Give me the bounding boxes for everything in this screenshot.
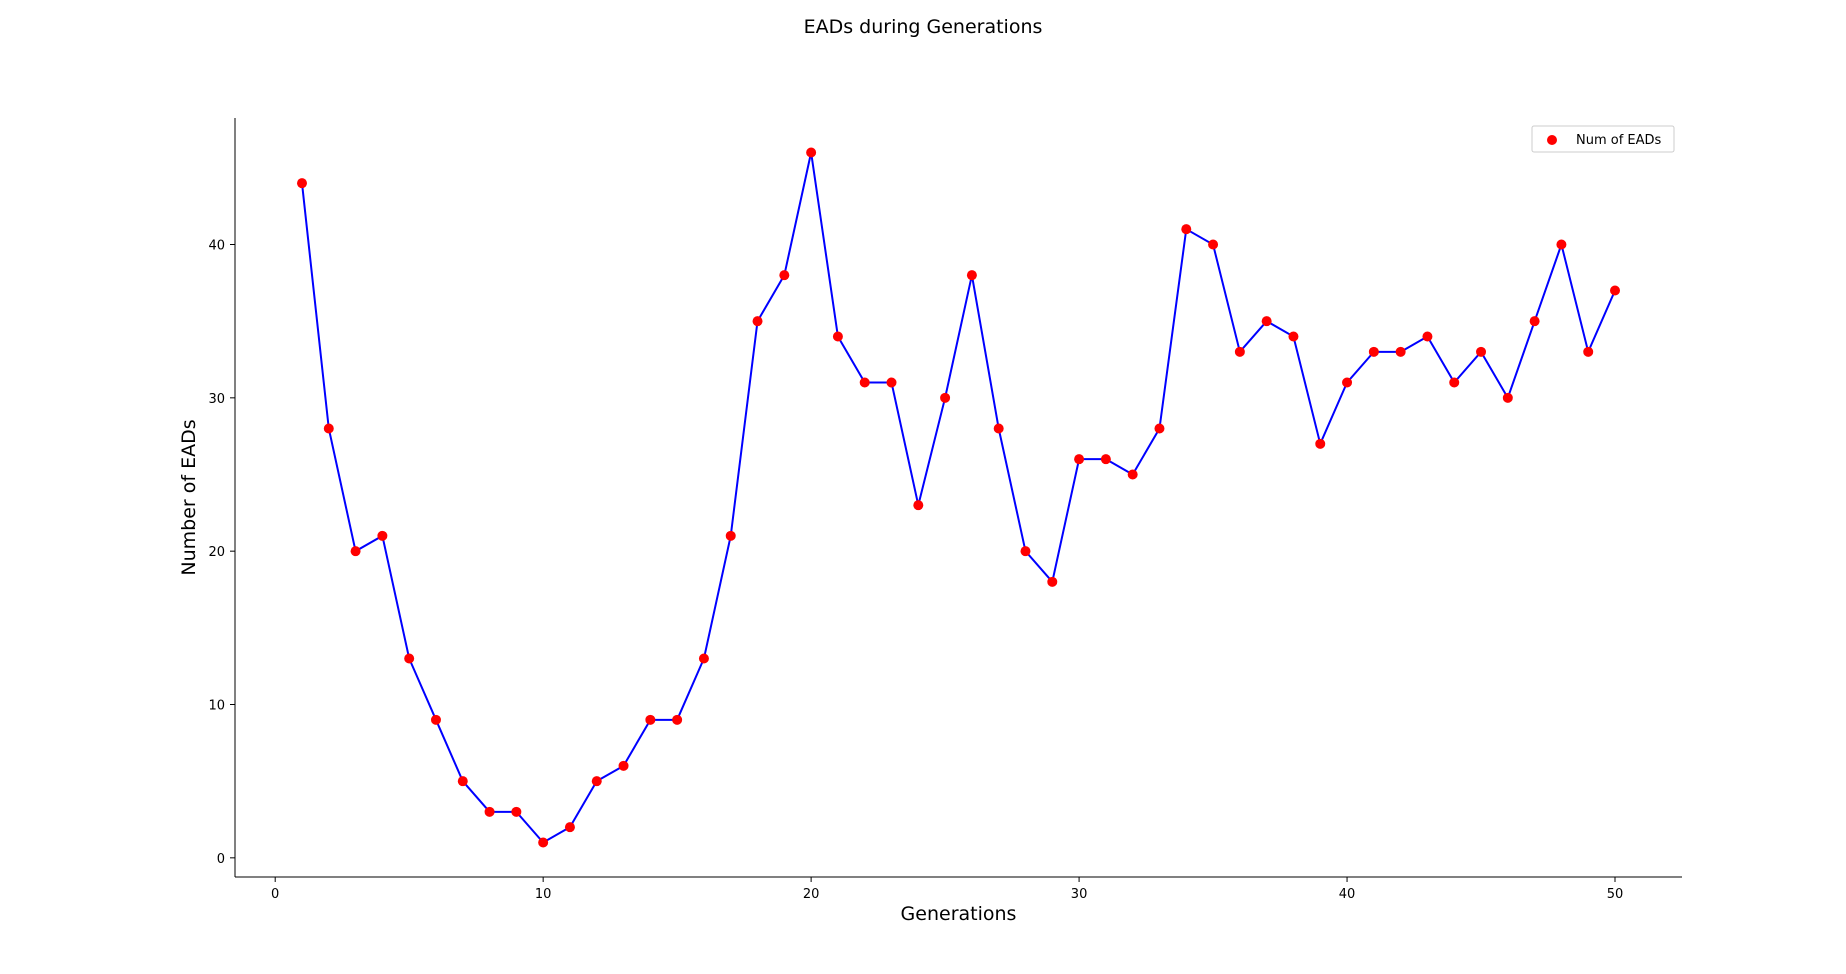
legend-label: Num of EADs: [1576, 133, 1662, 148]
data-point: [323, 423, 334, 434]
data-point: [966, 270, 977, 281]
data-point: [672, 714, 683, 725]
data-point: [1261, 316, 1272, 327]
data-point: [1502, 392, 1513, 403]
series-line: [300, 152, 1616, 844]
data-point: [1368, 346, 1379, 357]
series-points-group: [296, 147, 1621, 848]
series-line-group: [300, 152, 1616, 844]
data-point: [1127, 469, 1138, 480]
data-point: [484, 806, 495, 817]
x-tick-label: 50: [1607, 887, 1624, 902]
data-point: [404, 653, 415, 664]
data-point: [752, 316, 763, 327]
data-point: [1449, 377, 1460, 388]
data-point: [645, 714, 656, 725]
x-tick-label: 40: [1339, 887, 1356, 902]
x-axis-label: Generations: [901, 903, 1017, 925]
data-point: [1583, 346, 1594, 357]
x-tick-label: 10: [535, 887, 552, 902]
data-point: [1208, 239, 1219, 250]
data-point: [618, 760, 629, 771]
y-tick-label: 0: [217, 852, 225, 867]
data-point: [538, 837, 549, 848]
data-point: [350, 546, 361, 557]
data-point: [564, 822, 575, 833]
data-point: [1342, 377, 1353, 388]
data-point: [993, 423, 1004, 434]
data-point: [1422, 331, 1433, 342]
data-point: [1610, 285, 1621, 296]
ticks: 0 10 20 30 40 50 0 10 20 30 40: [208, 239, 1623, 903]
data-point: [1047, 576, 1058, 587]
data-point: [859, 377, 870, 388]
data-point: [806, 147, 817, 158]
legend-box: [1531, 125, 1675, 153]
y-tick-label: 30: [208, 392, 225, 407]
data-point: [591, 776, 602, 787]
data-point: [1074, 454, 1085, 465]
data-point: [430, 714, 441, 725]
data-point: [1100, 454, 1111, 465]
data-point: [511, 806, 522, 817]
data-point: [1529, 316, 1540, 327]
x-tick-label: 30: [1071, 887, 1088, 902]
data-point: [1181, 224, 1192, 235]
y-axis-label: Number of EADs: [178, 419, 200, 575]
chart-title: EADs during Generations: [804, 16, 1043, 38]
data-point: [779, 270, 790, 281]
data-point: [1288, 331, 1299, 342]
data-point: [457, 776, 468, 787]
x-tick-label: 0: [271, 887, 279, 902]
axes: [234, 118, 1682, 878]
data-point: [296, 178, 307, 189]
x-tick-label: 20: [803, 887, 820, 902]
data-point: [1315, 438, 1326, 449]
data-point: [1556, 239, 1567, 250]
data-point: [1154, 423, 1165, 434]
y-tick-label: 10: [208, 699, 225, 714]
data-point: [698, 653, 709, 664]
y-tick-label: 20: [208, 545, 225, 560]
data-point: [1020, 546, 1031, 557]
data-point: [725, 530, 736, 541]
data-point: [832, 331, 843, 342]
y-tick-label: 40: [208, 239, 225, 254]
data-point: [377, 530, 388, 541]
data-point: [1395, 346, 1406, 357]
data-point: [913, 500, 924, 511]
legend-marker-icon: [1547, 135, 1557, 145]
legend: Num of EADs: [1531, 125, 1675, 153]
data-point: [1476, 346, 1487, 357]
data-point: [1234, 346, 1245, 357]
data-point: [886, 377, 897, 388]
data-point: [940, 392, 951, 403]
